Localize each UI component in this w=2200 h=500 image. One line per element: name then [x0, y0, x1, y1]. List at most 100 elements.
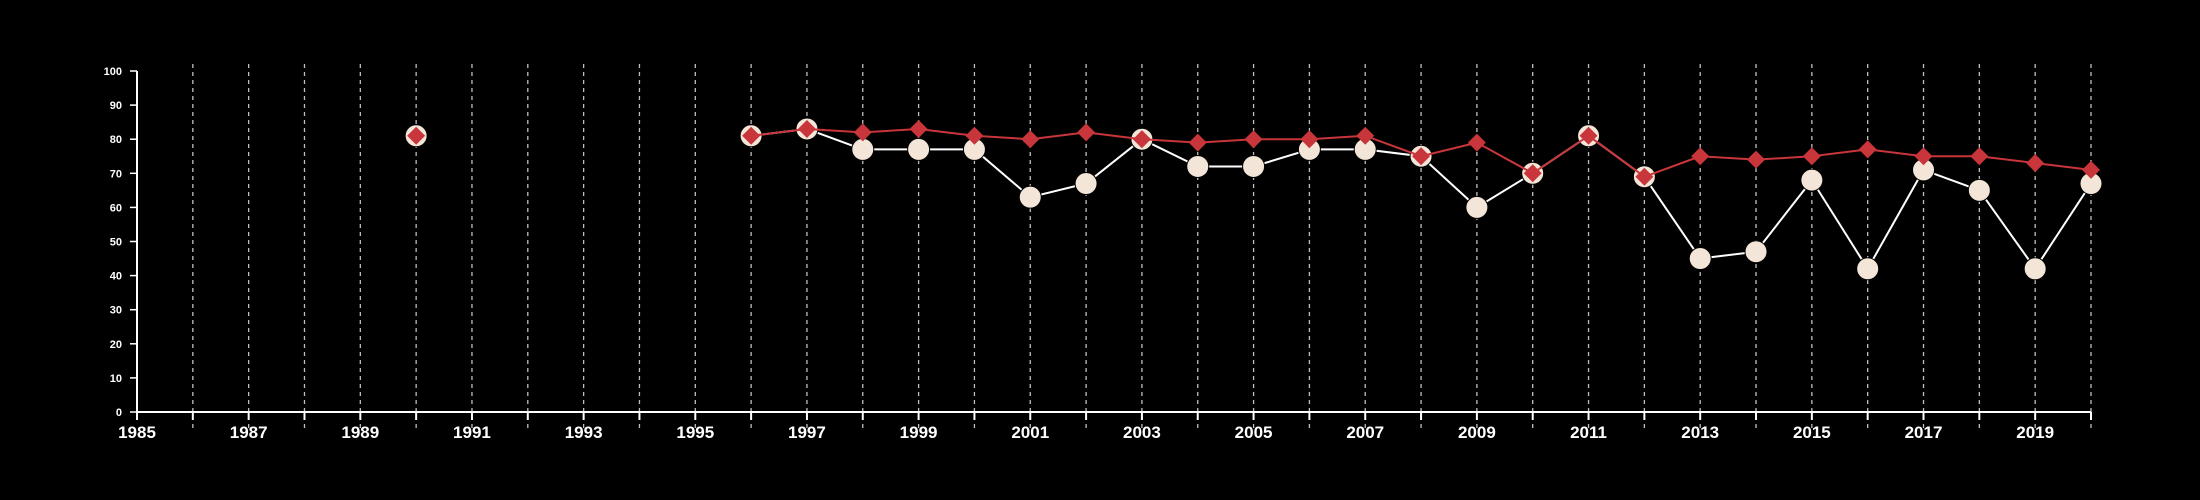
point-circle-1999: [907, 137, 931, 161]
series-segment-2000-2001: [973, 148, 1031, 198]
series-segment-2007-2008: [1364, 134, 1422, 158]
series-segment-2002-2003: [1085, 138, 1143, 185]
series-segment-1998-1999: [862, 127, 919, 134]
x-tick-label-1987: 1987: [230, 423, 268, 442]
point-diamond-2018: [1970, 147, 1989, 166]
point-diamond-2005: [1244, 130, 1263, 149]
point-diamond-2010: [1523, 164, 1542, 183]
point-diamond-2002: [1077, 123, 1096, 142]
series-segment-2016-2017: [1867, 148, 1924, 158]
point-circle-2001: [1018, 185, 1042, 209]
series-segment-1999-2000: [918, 127, 975, 137]
series-segment-2019-2020: [2034, 182, 2092, 270]
point-circle-2004: [1186, 154, 1210, 178]
series-segment-2003-2004: [1141, 138, 1198, 144]
series-segment-2015-2016: [1811, 148, 1868, 158]
point-diamond-2003: [1132, 130, 1151, 149]
x-tick-label-1999: 1999: [900, 423, 938, 442]
point-diamond-2020: [2082, 160, 2100, 179]
series-segment-2014-2015: [1755, 155, 1812, 161]
point-diamond-2006: [1300, 130, 1319, 149]
x-tick-label-2013: 2013: [1681, 423, 1719, 442]
series-segment-2019-2020: [2035, 162, 2092, 171]
series-red-diamond: [407, 119, 2100, 186]
y-tick-label-80: 80: [110, 134, 122, 146]
grid-lines: [192, 64, 2092, 430]
series-segment-2008-2009: [1420, 141, 1478, 158]
x-tick-label-2017: 2017: [1905, 423, 1943, 442]
y-tick-label-60: 60: [110, 202, 122, 214]
point-diamond-2014: [1747, 150, 1766, 169]
series-segment-2012-2013: [1644, 155, 1701, 178]
y-tick-label-0: 0: [116, 407, 122, 419]
series-segment-2010-2011: [1532, 134, 1590, 175]
y-tick-label-40: 40: [110, 271, 122, 283]
point-diamond-2008: [1412, 147, 1431, 166]
x-tick-label-1993: 1993: [565, 423, 603, 442]
point-circle-2005: [1242, 154, 1266, 178]
point-diamond-1999: [909, 119, 928, 138]
series-segment-2006-2007: [1309, 134, 1366, 141]
point-circle-2002: [1074, 172, 1098, 196]
point-diamond-2000: [965, 126, 984, 145]
x-tick-label-2001: 2001: [1011, 423, 1049, 442]
point-diamond-2015: [1802, 147, 1821, 166]
point-circle-2018: [1967, 178, 1991, 202]
y-tick-label-10: 10: [110, 373, 122, 385]
point-circle-1998: [851, 137, 875, 161]
axes: 1985 1987 1989 1991 1993 1995 1997 1999 2001 2003…: [104, 66, 2092, 442]
point-circle-2013: [1688, 247, 1712, 271]
series-segment-2011-2012: [1587, 134, 1645, 178]
point-diamond-2011: [1579, 126, 1598, 145]
point-diamond-1996: [742, 126, 761, 145]
x-tick-label-1985: 1985: [118, 423, 156, 442]
point-circle-2016: [1856, 257, 1880, 281]
x-tick-label-2015: 2015: [1793, 423, 1831, 442]
y-tick-label-70: 70: [110, 168, 122, 180]
point-circle-2019: [2023, 257, 2047, 281]
data-series: [404, 117, 2103, 281]
x-tick-label-2003: 2003: [1123, 423, 1161, 442]
point-circle-2014: [1744, 240, 1768, 264]
point-diamond-1990: [407, 126, 426, 145]
x-tick-label-1995: 1995: [676, 423, 714, 442]
series-segment-2018-2019: [1978, 189, 2036, 270]
x-tick-label-2005: 2005: [1235, 423, 1273, 442]
x-tick-label-2011: 2011: [1570, 423, 1607, 442]
point-diamond-2012: [1635, 167, 1654, 186]
x-tick-label-2009: 2009: [1458, 423, 1496, 442]
x-tick-label-1991: 1991: [453, 423, 491, 442]
point-diamond-2004: [1188, 133, 1207, 152]
series-segment-1996-1997: [750, 127, 808, 137]
series-segment-2000-2001: [974, 134, 1031, 141]
series-segment-2013-2014: [1700, 155, 1757, 161]
series-segment-2009-2010: [1476, 141, 1534, 175]
series-segment-2008-2009: [1420, 155, 1478, 209]
point-diamond-2007: [1356, 126, 1375, 145]
series-segment-1997-1998: [806, 127, 863, 134]
point-diamond-2013: [1691, 147, 1710, 166]
series-segment-2004-2005: [1197, 138, 1254, 144]
series-segment-2014-2015: [1755, 179, 1813, 253]
point-diamond-1997: [797, 119, 816, 138]
series-segment-2012-2013: [1643, 176, 1702, 260]
point-circle-2009: [1465, 195, 1489, 219]
x-tick-label-1989: 1989: [341, 423, 379, 442]
y-tick-label-30: 30: [110, 305, 122, 317]
point-diamond-1998: [853, 123, 872, 142]
point-circle-2015: [1800, 168, 1824, 192]
point-diamond-2016: [1858, 140, 1877, 159]
point-diamond-2019: [2026, 154, 2045, 173]
y-tick-label-90: 90: [110, 100, 122, 112]
y-tick-label-100: 100: [104, 66, 122, 78]
y-tick-label-20: 20: [110, 339, 122, 351]
series-segment-2018-2019: [1979, 155, 2036, 165]
x-tick-label-2019: 2019: [2016, 423, 2054, 442]
point-diamond-2001: [1021, 130, 1040, 149]
series-segment-2001-2002: [1030, 131, 1087, 141]
x-tick-label-1997: 1997: [788, 423, 826, 442]
point-diamond-2009: [1467, 133, 1486, 152]
series-segment-2016-2017: [1866, 169, 1925, 270]
